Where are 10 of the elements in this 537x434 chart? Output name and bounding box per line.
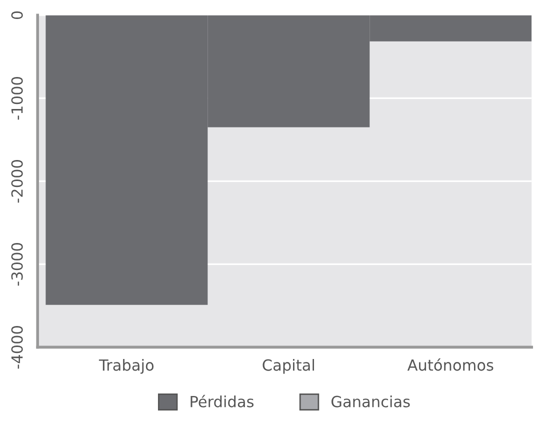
y-tick-label: -3000 <box>11 243 23 286</box>
x-tick-label: Autónomos <box>407 358 494 371</box>
legend-label: Pérdidas <box>190 394 254 408</box>
y-tick-label: 0 <box>11 11 23 20</box>
y-tick-label: -1000 <box>11 77 23 120</box>
y-tick-label: -2000 <box>11 160 23 203</box>
legend-label: Ganancias <box>332 396 410 408</box>
y-tick-label: -4000 <box>11 326 23 369</box>
x-tick-label: Capital <box>262 359 314 374</box>
x-tick-label: Trabajo <box>98 359 154 374</box>
